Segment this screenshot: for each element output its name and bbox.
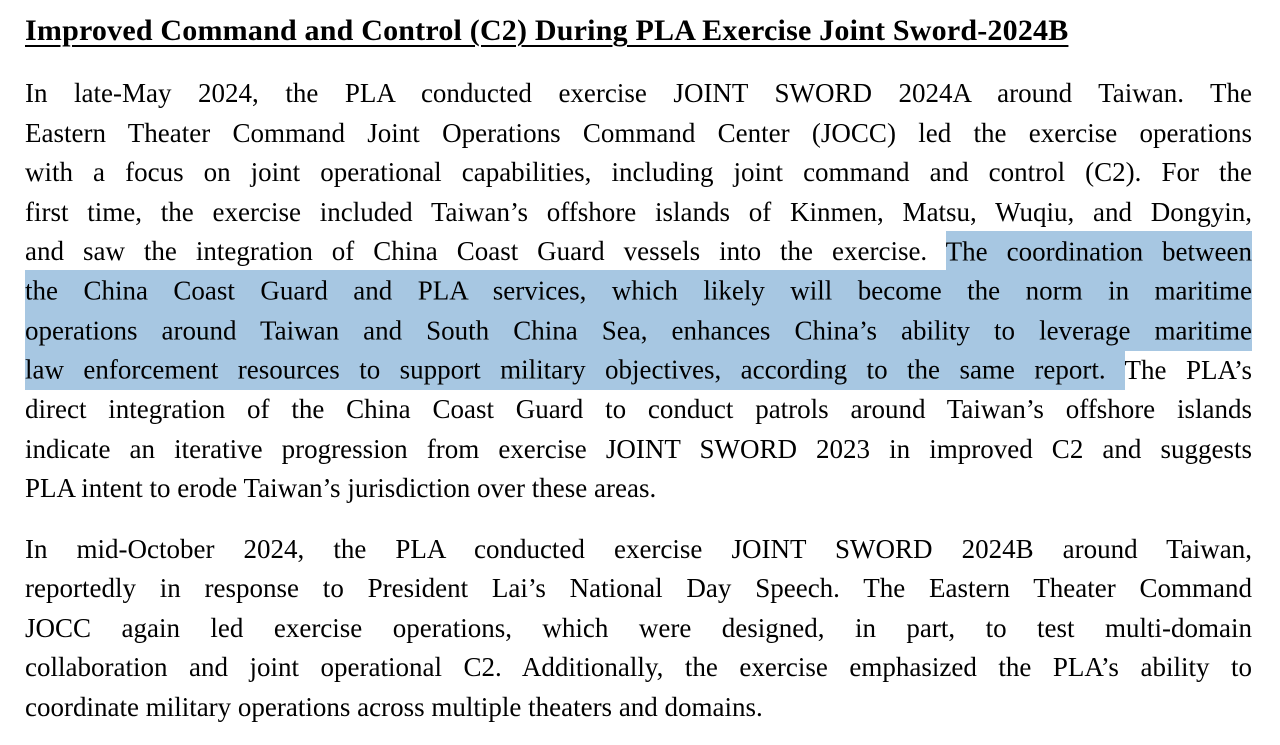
body-text: reportedly in response to President Lai’… xyxy=(25,573,1252,603)
text-line: direct integration of the China Coast Gu… xyxy=(25,390,1252,430)
document-body: In late-May 2024, the PLA conducted exer… xyxy=(25,74,1252,727)
text-line: indicate an iterative progression from e… xyxy=(25,430,1252,470)
text-line: In late-May 2024, the PLA conducted exer… xyxy=(25,74,1252,114)
body-text: In late-May 2024, the PLA conducted exer… xyxy=(25,78,1252,108)
document-heading: Improved Command and Control (C2) During… xyxy=(25,14,1069,47)
text-line: PLA intent to erode Taiwan’s jurisdictio… xyxy=(25,469,1252,509)
text-line: In mid-October 2024, the PLA conducted e… xyxy=(25,530,1252,570)
highlighted-text: the China Coast Guard and PLA services, … xyxy=(25,270,1252,311)
body-text: direct integration of the China Coast Gu… xyxy=(25,394,1252,424)
text-line: with a focus on joint operational capabi… xyxy=(25,153,1252,193)
body-text: indicate an iterative progression from e… xyxy=(25,433,1252,464)
body-text: Eastern Theater Command Joint Operations… xyxy=(25,117,1252,148)
body-text: first time, the exercise included Taiwan… xyxy=(25,196,1252,227)
body-text: In mid-October 2024, the PLA conducted e… xyxy=(25,533,1252,564)
text-line: the China Coast Guard and PLA services, … xyxy=(25,270,1252,311)
text-line: operations around Taiwan and South China… xyxy=(25,309,1252,351)
text-line: JOCC again led exercise operations, whic… xyxy=(25,609,1252,649)
body-text: and saw the integration of China Coast G… xyxy=(25,236,946,266)
text-line: first time, the exercise included Taiwan… xyxy=(25,193,1252,233)
highlighted-text: operations around Taiwan and South China… xyxy=(25,309,1252,351)
text-line: law enforcement resources to support mil… xyxy=(25,349,1252,390)
paragraph: In late-May 2024, the PLA conducted exer… xyxy=(25,74,1252,509)
highlighted-text: law enforcement resources to support mil… xyxy=(25,349,1125,390)
body-text: The PLA’s xyxy=(1124,354,1252,385)
body-text: collaboration and joint operational C2. … xyxy=(25,652,1252,682)
text-line: reportedly in response to President Lai’… xyxy=(25,569,1252,609)
body-text: coordinate military operations across mu… xyxy=(25,691,763,722)
highlighted-text: The coordination between xyxy=(945,230,1252,272)
text-line: collaboration and joint operational C2. … xyxy=(25,648,1252,688)
body-text: with a focus on joint operational capabi… xyxy=(25,157,1252,187)
paragraph: In mid-October 2024, the PLA conducted e… xyxy=(25,530,1252,728)
body-text: JOCC again led exercise operations, whic… xyxy=(25,612,1252,643)
text-line: coordinate military operations across mu… xyxy=(25,688,1252,728)
text-line: and saw the integration of China Coast G… xyxy=(25,230,1252,272)
body-text: PLA intent to erode Taiwan’s jurisdictio… xyxy=(25,473,657,503)
text-line: Eastern Theater Command Joint Operations… xyxy=(25,114,1252,154)
